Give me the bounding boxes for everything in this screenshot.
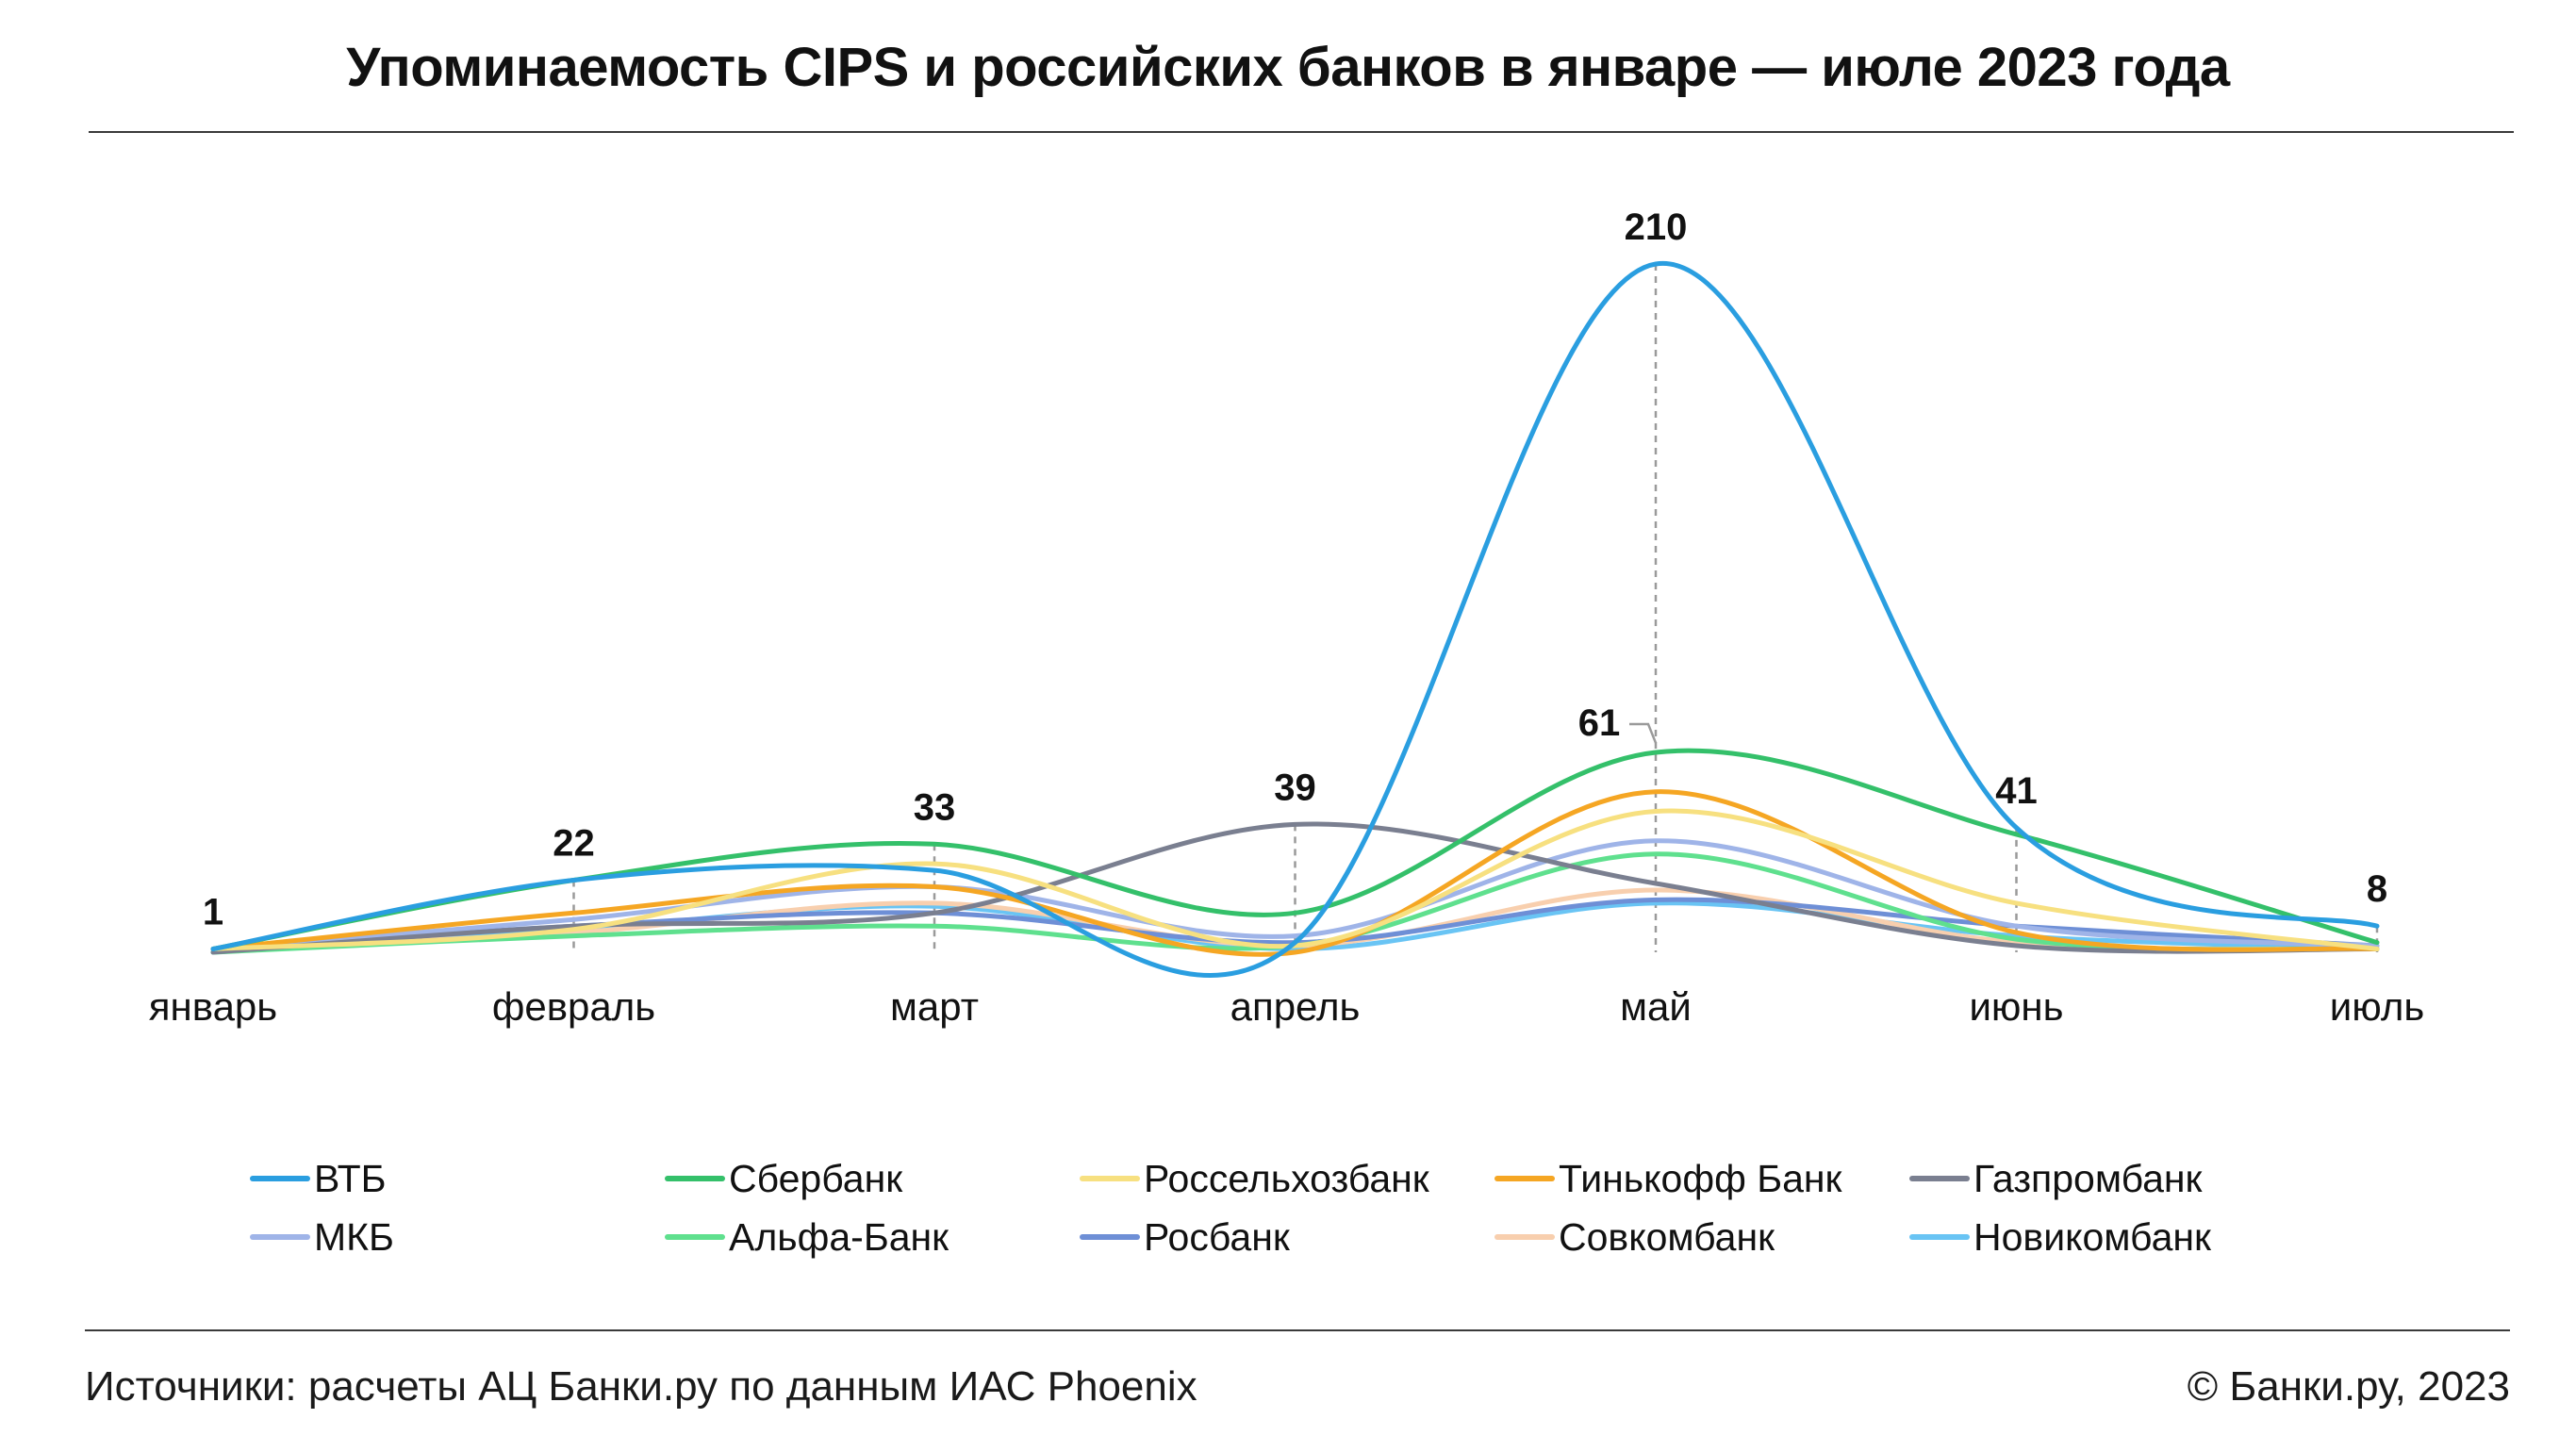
legend: ВТБ Сбербанк Россельхозбанк Тинькофф Банк Га… <box>250 1156 2419 1260</box>
x-tick-label-7: июль <box>2330 984 2424 1029</box>
annotation-label-1: 1 <box>203 892 223 933</box>
annotation-label-2: 22 <box>553 823 595 865</box>
x-tick-label-6: июнь <box>1969 984 2063 1029</box>
annotation-label-4: 39 <box>1274 767 1316 808</box>
title-divider <box>89 131 2514 133</box>
legend-swatch <box>250 1234 310 1240</box>
annotation-label-3: 33 <box>914 786 956 828</box>
line-chart: 1 22 33 39 210 61 41 8 январь февраль март апрель м… <box>149 206 2424 1029</box>
legend-label: Альфа-Банк <box>729 1214 949 1259</box>
legend-label: Росбанк <box>1144 1214 1290 1259</box>
x-tick-label-3: март <box>890 984 979 1029</box>
legend-item: Новикомбанк <box>1909 1214 2324 1260</box>
legend-swatch <box>1909 1234 1970 1240</box>
legend-label: Газпромбанк <box>1973 1156 2203 1200</box>
legend-label: ВТБ <box>314 1156 387 1200</box>
annotation-leader-6 <box>1629 722 1658 744</box>
series-line-ВТБ <box>210 261 2380 978</box>
footer-divider <box>85 1329 2510 1331</box>
legend-swatch <box>665 1176 725 1181</box>
annotation-label-6: 61 <box>1578 702 1621 744</box>
series-line-Россельхозбанк <box>210 808 2380 951</box>
legend-label: Сбербанк <box>729 1156 903 1200</box>
legend-swatch <box>1080 1176 1140 1181</box>
annotation-label-5: 210 <box>1625 206 1688 248</box>
series-line-МКБ <box>210 838 2380 951</box>
legend-label: Новикомбанк <box>1973 1214 2211 1259</box>
series-lines <box>210 261 2380 978</box>
legend-swatch <box>1909 1176 1970 1181</box>
x-tick-label-1: январь <box>149 984 277 1029</box>
legend-swatch <box>665 1234 725 1240</box>
chart-title: Упоминаемость CIPS и российских банков в… <box>346 37 2230 98</box>
series-line-Тинькофф Банк <box>210 789 2380 957</box>
copyright-note: © Банки.ру, 2023 <box>2187 1363 2510 1410</box>
annotation-label-8: 8 <box>2367 868 2387 910</box>
legend-item: Сбербанк <box>665 1156 1080 1201</box>
x-tick-label-4: апрель <box>1230 984 1361 1029</box>
x-tick-labels: январь февраль март апрель май июнь июль <box>149 984 2424 1029</box>
legend-label: Россельхозбанк <box>1144 1156 1429 1200</box>
legend-label: Тинькофф Банк <box>1559 1156 1842 1200</box>
legend-item: Тинькофф Банк <box>1494 1156 1909 1201</box>
guide-lines <box>572 264 2379 952</box>
series-line-Газпромбанк <box>210 821 2380 955</box>
legend-item: Альфа-Банк <box>665 1214 1080 1260</box>
x-tick-label-2: февраль <box>492 984 655 1029</box>
legend-swatch <box>1494 1234 1555 1240</box>
annotation-label-7: 41 <box>1995 770 2038 812</box>
legend-item: Совкомбанк <box>1494 1214 1909 1260</box>
legend-label: Совкомбанк <box>1559 1214 1775 1259</box>
legend-item: Россельхозбанк <box>1080 1156 1494 1201</box>
legend-item: Газпромбанк <box>1909 1156 2324 1201</box>
legend-item: МКБ <box>250 1214 665 1260</box>
legend-swatch <box>1080 1234 1140 1240</box>
annotation-labels: 1 22 33 39 210 61 41 8 <box>203 206 2387 933</box>
legend-label: МКБ <box>314 1214 394 1259</box>
legend-swatch <box>250 1176 310 1181</box>
legend-item: Росбанк <box>1080 1214 1494 1260</box>
source-note: Источники: расчеты АЦ Банки.ру по данным… <box>85 1363 1197 1410</box>
x-tick-label-5: май <box>1620 984 1692 1029</box>
legend-item: ВТБ <box>250 1156 665 1201</box>
legend-swatch <box>1494 1176 1555 1181</box>
